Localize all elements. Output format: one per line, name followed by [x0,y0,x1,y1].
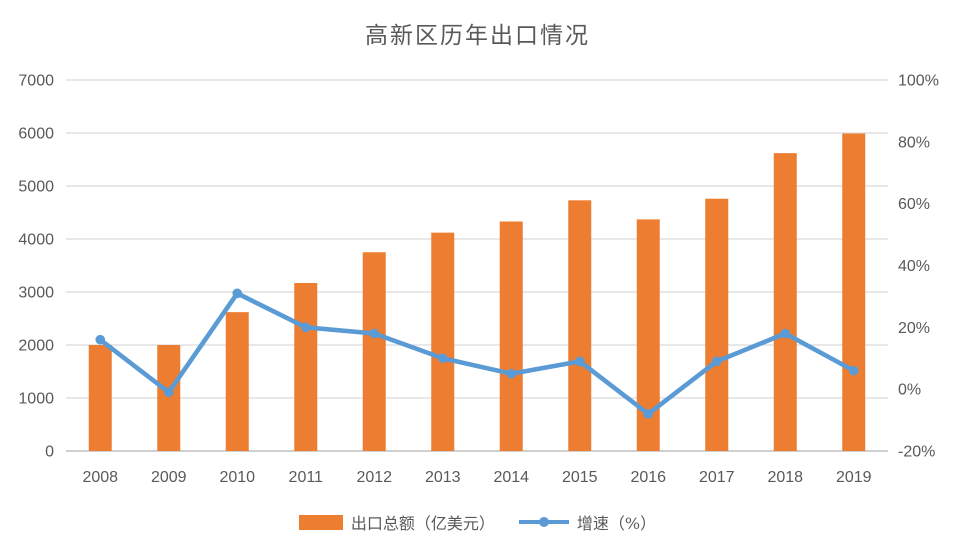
growth-marker-2010 [232,288,243,299]
growth-marker-2012 [369,328,380,339]
x-axis-label: 2019 [836,469,872,486]
left-axis-tick-label: 2000 [18,338,54,355]
growth-marker-2013 [437,353,448,364]
export-bar-2011 [294,282,318,451]
export-bar-2010 [225,312,249,451]
export-bar-2013 [431,232,455,451]
x-axis-label: 2011 [289,469,324,486]
right-axis-tick-label: 0% [898,382,921,399]
x-axis-label: 2010 [219,469,255,486]
left-axis-tick-label: 0 [45,444,54,461]
x-axis-label: 2014 [493,469,529,486]
x-axis-label: 2009 [151,469,187,486]
chart-legend: 出口总额（亿美元） 增速（%） [0,510,955,534]
right-axis-tick-label: 40% [898,258,930,275]
growth-marker-2017 [711,356,722,367]
left-axis-tick-label: 5000 [18,179,54,196]
export-bar-2017 [705,198,729,451]
growth-marker-2019 [848,365,859,376]
export-bar-2008 [88,345,112,451]
growth-line [97,291,857,417]
growth-marker-2018 [780,328,791,339]
right-axis-tick-label: 60% [898,196,930,213]
left-axis-tick-label: 4000 [18,232,54,249]
x-axis-label: 2008 [82,469,118,486]
left-axis-tick-label: 1000 [18,391,54,408]
export-bar-2019 [842,133,866,451]
left-axis-tick-label: 3000 [18,285,54,302]
growth-marker-2009 [163,387,174,398]
export-bar-2014 [499,221,523,451]
x-axis-label: 2013 [425,469,461,486]
export-bar-2012 [362,252,386,451]
legend-label-growth: 增速（%） [576,514,657,533]
legend-item-exports: 出口总额（亿美元） [298,510,495,534]
bar-series-swatch-icon [298,514,343,530]
x-axis-label: 2018 [767,469,803,486]
export-bar-2009 [157,345,181,451]
right-axis-tick-label: 80% [898,134,930,151]
legend-label-exports: 出口总额（亿美元） [350,514,495,533]
chart-title: 高新区历年出口情况 [365,23,590,49]
x-axis-label: 2015 [562,469,598,486]
growth-marker-2014 [506,368,517,379]
left-axis-tick-label: 6000 [18,126,54,143]
left-axis-tick-label: 7000 [18,73,54,90]
growth-marker-2011 [300,322,311,333]
export-bar-2015 [568,200,592,451]
right-axis-tick-label: 100% [898,73,939,90]
legend-item-growth: 增速（%） [518,510,657,534]
growth-marker-2016 [643,409,654,419]
export-bar-2016 [636,219,660,451]
right-axis-tick-label: -20% [898,444,935,461]
growth-marker-2008 [95,334,106,345]
line-swatch-marker-icon [538,517,549,527]
x-axis-label: 2012 [356,469,392,486]
x-axis-label: 2017 [699,469,735,486]
export-bar-2018 [773,153,797,451]
line-series-swatch-icon [518,517,569,528]
right-axis-tick-label: 20% [898,320,930,337]
x-axis-label: 2016 [630,469,666,486]
growth-marker-2015 [574,356,585,367]
